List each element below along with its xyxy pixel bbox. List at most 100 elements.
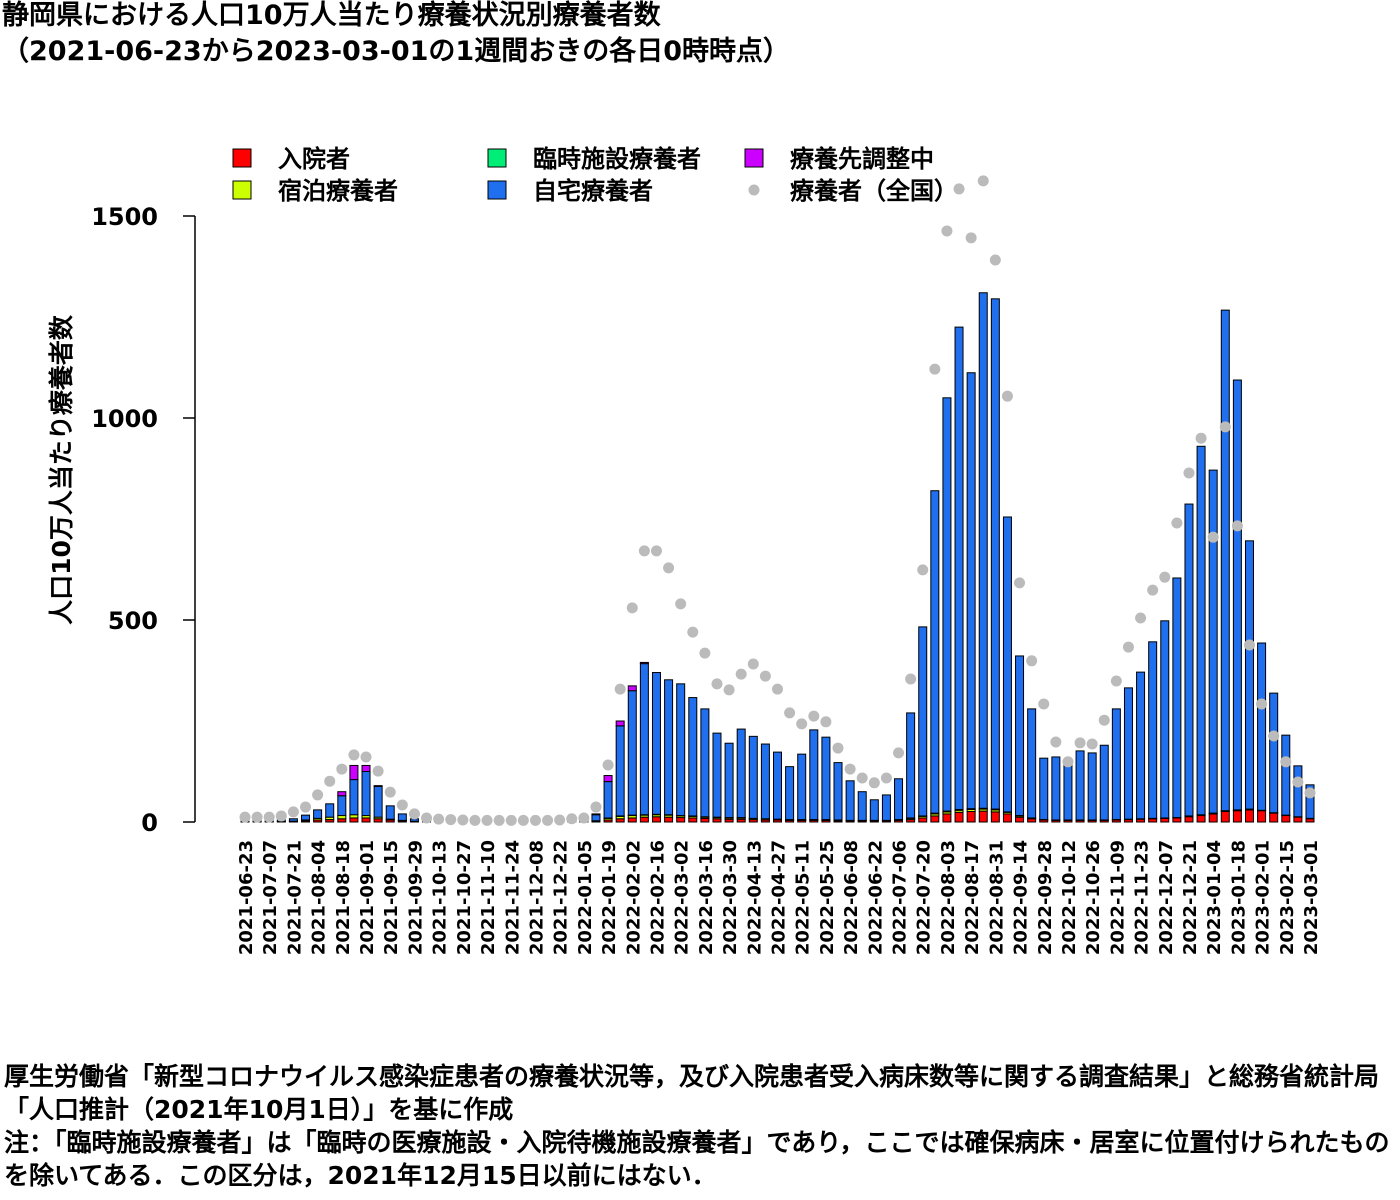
bar-segment [591,813,601,816]
point [1098,714,1110,726]
bar-segment [349,779,359,816]
x-tick-label: 2021-11-24 [502,840,523,955]
bar-segment [639,661,649,665]
bar-segment [1087,752,1097,821]
point [1195,432,1207,444]
bar-segment [821,736,831,821]
bar-segment [712,732,722,818]
bar-segment [1269,692,1279,814]
chart-subtitle: （2021-06-23から2023-03-01の1週間おきの各日0時時点） [2,35,790,67]
point [941,225,953,237]
bar-segment [1184,816,1194,823]
point [1074,737,1086,749]
bar-segment [906,712,916,819]
x-tick-label: 2021-12-08 [526,840,547,955]
bar-segment [1002,813,1012,823]
bar-segment [954,326,964,810]
point [638,545,650,557]
point [275,810,287,822]
point [348,749,360,761]
bar-segment [591,814,601,822]
point [1231,520,1243,532]
bar-segment [1257,642,1267,811]
bar-segment [785,766,795,821]
bar-segment [1293,816,1303,823]
point [1050,736,1062,748]
point [602,759,614,771]
point [1171,517,1183,529]
point [759,670,771,682]
bar-segment [966,810,976,823]
point [336,763,348,775]
point [1001,390,1013,402]
point [517,814,529,826]
bar-segment [337,795,347,817]
point [1243,639,1255,651]
x-tick-label: 2021-06-23 [236,840,257,955]
point [287,806,299,818]
bar-segment [1305,784,1315,819]
bar-segment [1232,379,1242,811]
x-tick-label: 2022-09-28 [1035,840,1056,955]
bar-segment [942,397,952,812]
point [989,254,1001,266]
x-tick-label: 2021-09-01 [357,840,378,955]
bar-segment [301,814,311,821]
bar-segment [1244,540,1254,810]
bar-segment [966,372,976,810]
point [578,812,590,824]
legend-swatch [487,148,507,168]
point [312,789,324,801]
bar-segment [627,690,637,816]
bar-segment [627,685,637,692]
point [1014,577,1026,589]
bar-segment [1281,815,1291,823]
point [1110,675,1122,687]
x-tick-label: 2021-08-04 [309,840,330,955]
x-tick-label: 2023-01-18 [1228,840,1249,955]
point [929,363,941,375]
legend-label: 臨時施設療養者 [533,145,701,173]
legend-label: 入院者 [278,145,350,173]
point [469,814,481,826]
x-tick-label: 2022-08-17 [962,840,983,955]
bar-segment [1208,813,1218,823]
bar-segment [990,298,1000,810]
bar-segment [385,805,395,820]
bar-segment [1172,577,1182,819]
point [1122,641,1134,653]
point [324,775,336,787]
bar-segment [990,811,1000,823]
x-tick-label: 2022-07-06 [890,840,911,955]
x-tick-label: 2022-05-25 [817,840,838,955]
legend-swatch [487,180,507,200]
point [1207,531,1219,543]
bar-segment [1051,756,1061,821]
point [1268,730,1280,742]
point [505,814,517,826]
point [650,545,662,557]
point [905,673,917,685]
bar-segment [760,743,770,820]
bar-segment [748,735,758,819]
bar-segment [361,817,371,823]
bar-segment [1136,671,1146,820]
point [1159,571,1171,583]
bar-segment [349,764,359,781]
bar-segment [325,803,335,818]
x-tick-label: 2023-01-04 [1204,840,1225,955]
point [263,811,275,823]
bar-segment [1123,687,1133,820]
point [917,564,929,576]
point [445,814,457,826]
x-tick-label: 2022-01-05 [575,840,596,955]
bar-segment [845,780,855,821]
x-tick-label: 2021-11-10 [478,840,499,955]
point [384,786,396,798]
x-tick-label: 2022-01-19 [599,840,620,955]
bar-segment [857,791,867,821]
bar-segment [1002,516,1012,813]
point [687,626,699,638]
bar-segment [1269,812,1279,823]
bar-segment [1208,469,1218,814]
